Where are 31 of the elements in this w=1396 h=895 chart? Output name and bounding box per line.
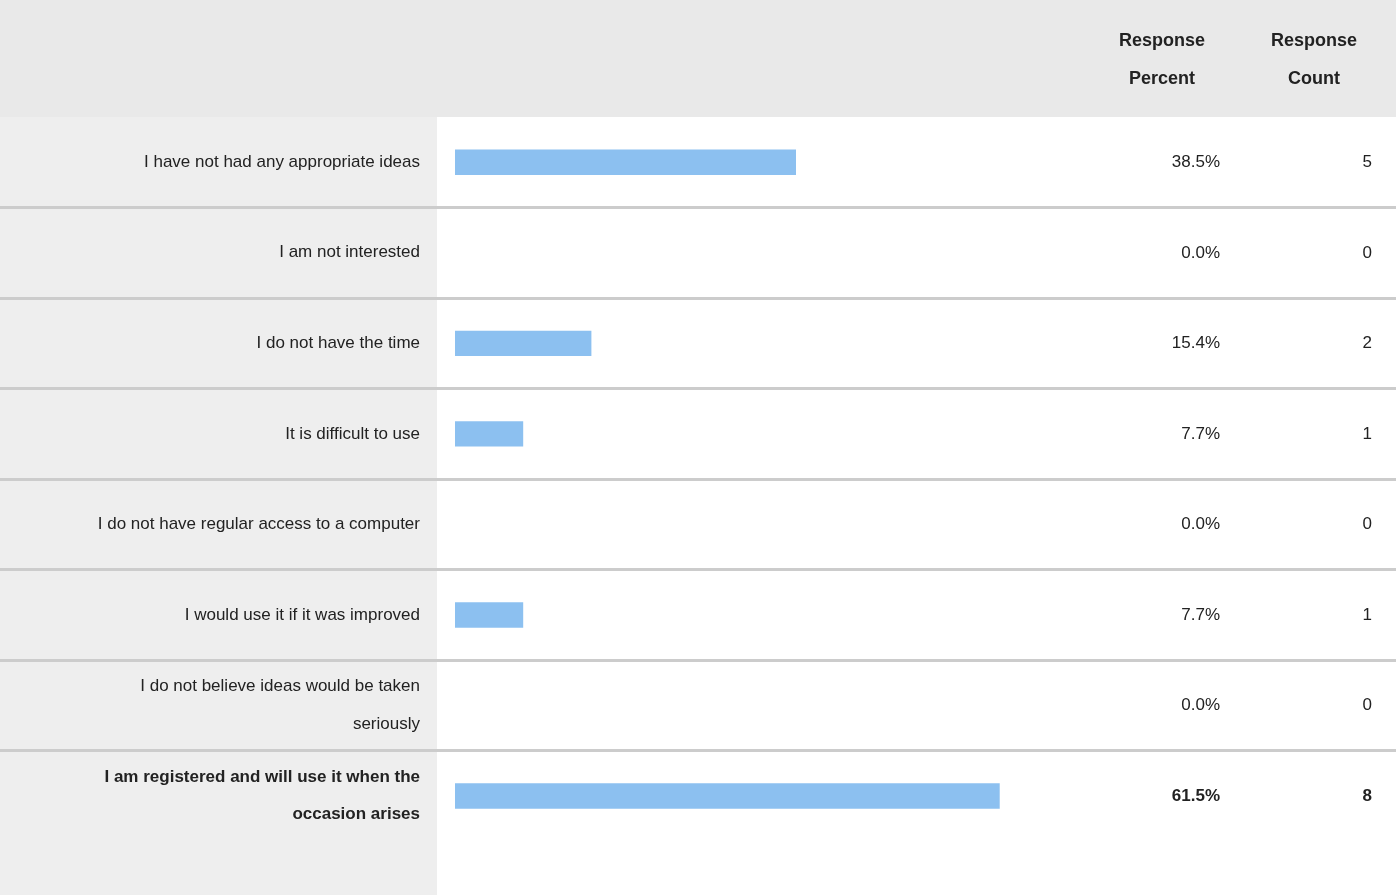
data-label: 7.7% (1181, 604, 1220, 625)
y-tick-label: I do not have regular access to a computer (97, 514, 421, 534)
data-label: 0.0% (1181, 242, 1220, 263)
text: 1 (1362, 423, 1372, 444)
y-tick-label: I am registered and will use it when the occasion arises (104, 767, 420, 824)
bar (455, 783, 1000, 809)
y-tick-label: I do not believe ideas would be taken seriously (140, 676, 421, 733)
data-label: 0.0% (1181, 514, 1220, 535)
data-label: 38.5% (1171, 152, 1220, 173)
text: 5 (1362, 152, 1372, 173)
text: Response Percent (1118, 28, 1206, 90)
text: 0 (1362, 242, 1372, 263)
bar (455, 421, 524, 447)
y-tick-label: I would use it if it was improved (184, 604, 420, 624)
bar (455, 149, 796, 175)
data-label: 61.5% (1171, 786, 1220, 807)
y-tick-label: I do not have the time (256, 333, 420, 353)
text: 0 (1362, 514, 1372, 535)
data-label: 7.7% (1181, 423, 1220, 444)
bar (455, 602, 524, 628)
data-label: 0.0% (1181, 695, 1220, 716)
y-tick-label: I have not had any appropriate ideas (144, 151, 420, 171)
text: 0 (1362, 695, 1372, 716)
data-label: 15.4% (1171, 333, 1220, 354)
text: Response Count (1270, 28, 1358, 90)
bar (455, 330, 592, 357)
y-tick-label: It is difficult to use (285, 423, 420, 443)
text: 8 (1362, 786, 1372, 807)
text: 1 (1362, 604, 1372, 625)
y-tick-label: I am not interested (279, 242, 420, 262)
text: 2 (1362, 333, 1372, 354)
